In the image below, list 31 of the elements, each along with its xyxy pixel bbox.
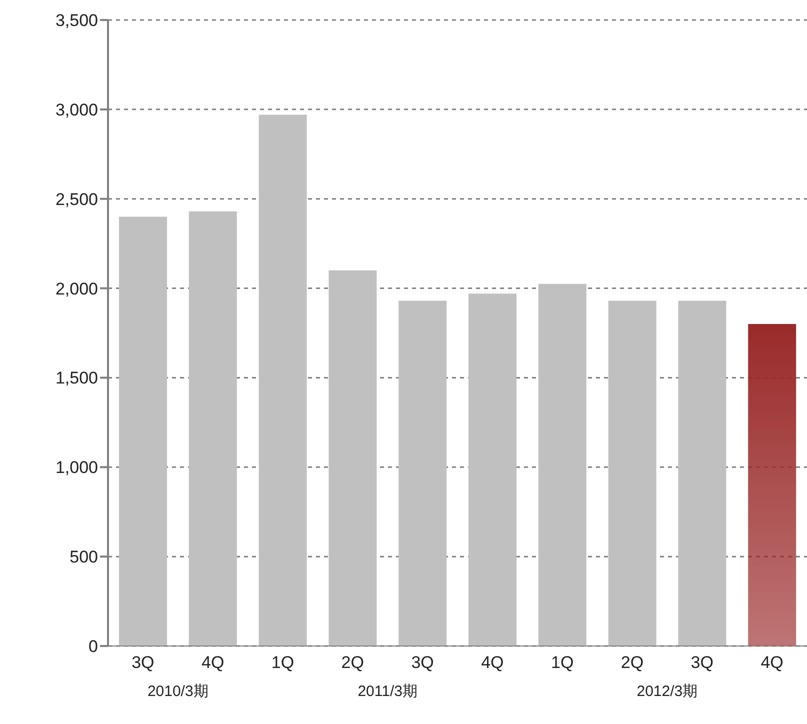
y-tick-label: 3,000 [55,100,98,120]
y-tick-label: 1,000 [55,458,98,478]
bar [328,270,377,646]
y-tick-label: 2,000 [55,279,98,298]
x-tick-label: 3Q [411,653,434,672]
bar [188,211,237,646]
y-tick-label: 500 [70,548,98,567]
bar [119,216,167,646]
bar [258,114,307,646]
x-tick-label: 4Q [202,653,224,672]
x-tick-label: 4Q [481,653,504,672]
bar [678,300,726,646]
bar [538,284,586,646]
bar [608,300,656,646]
text: 2012/3期 [636,682,699,701]
x-tick-label: 3Q [690,653,714,672]
bar [748,324,796,646]
y-tick-label: 2,500 [55,190,98,209]
x-tick-label: 2Q [620,653,644,672]
y-tick-label: 0 [88,637,98,656]
y-tick-label: 3,500 [55,11,98,30]
y-tick-label: 1,500 [55,368,98,388]
text: 2011/3期 [356,682,418,701]
x-tick-label: 4Q [760,653,784,672]
x-tick-label: 1Q [271,653,294,672]
bar [398,300,447,646]
text: 2010/3期 [146,682,210,701]
x-tick-label: 3Q [132,653,154,672]
bar [468,294,516,646]
x-tick-label: 1Q [551,653,574,672]
x-tick-label: 2Q [341,653,364,672]
